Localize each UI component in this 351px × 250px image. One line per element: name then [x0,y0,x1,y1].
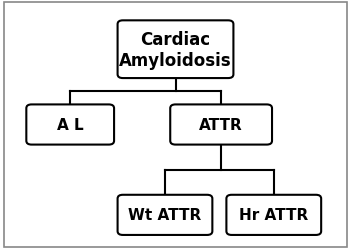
FancyBboxPatch shape [118,195,212,235]
Text: A L: A L [57,118,84,132]
Text: Cardiac
Amyloidosis: Cardiac Amyloidosis [119,31,232,69]
Text: Wt ATTR: Wt ATTR [128,208,201,222]
Text: ATTR: ATTR [199,118,243,132]
FancyBboxPatch shape [226,195,321,235]
Text: Hr ATTR: Hr ATTR [239,208,309,222]
FancyBboxPatch shape [170,105,272,145]
FancyBboxPatch shape [118,21,233,79]
FancyBboxPatch shape [26,105,114,145]
